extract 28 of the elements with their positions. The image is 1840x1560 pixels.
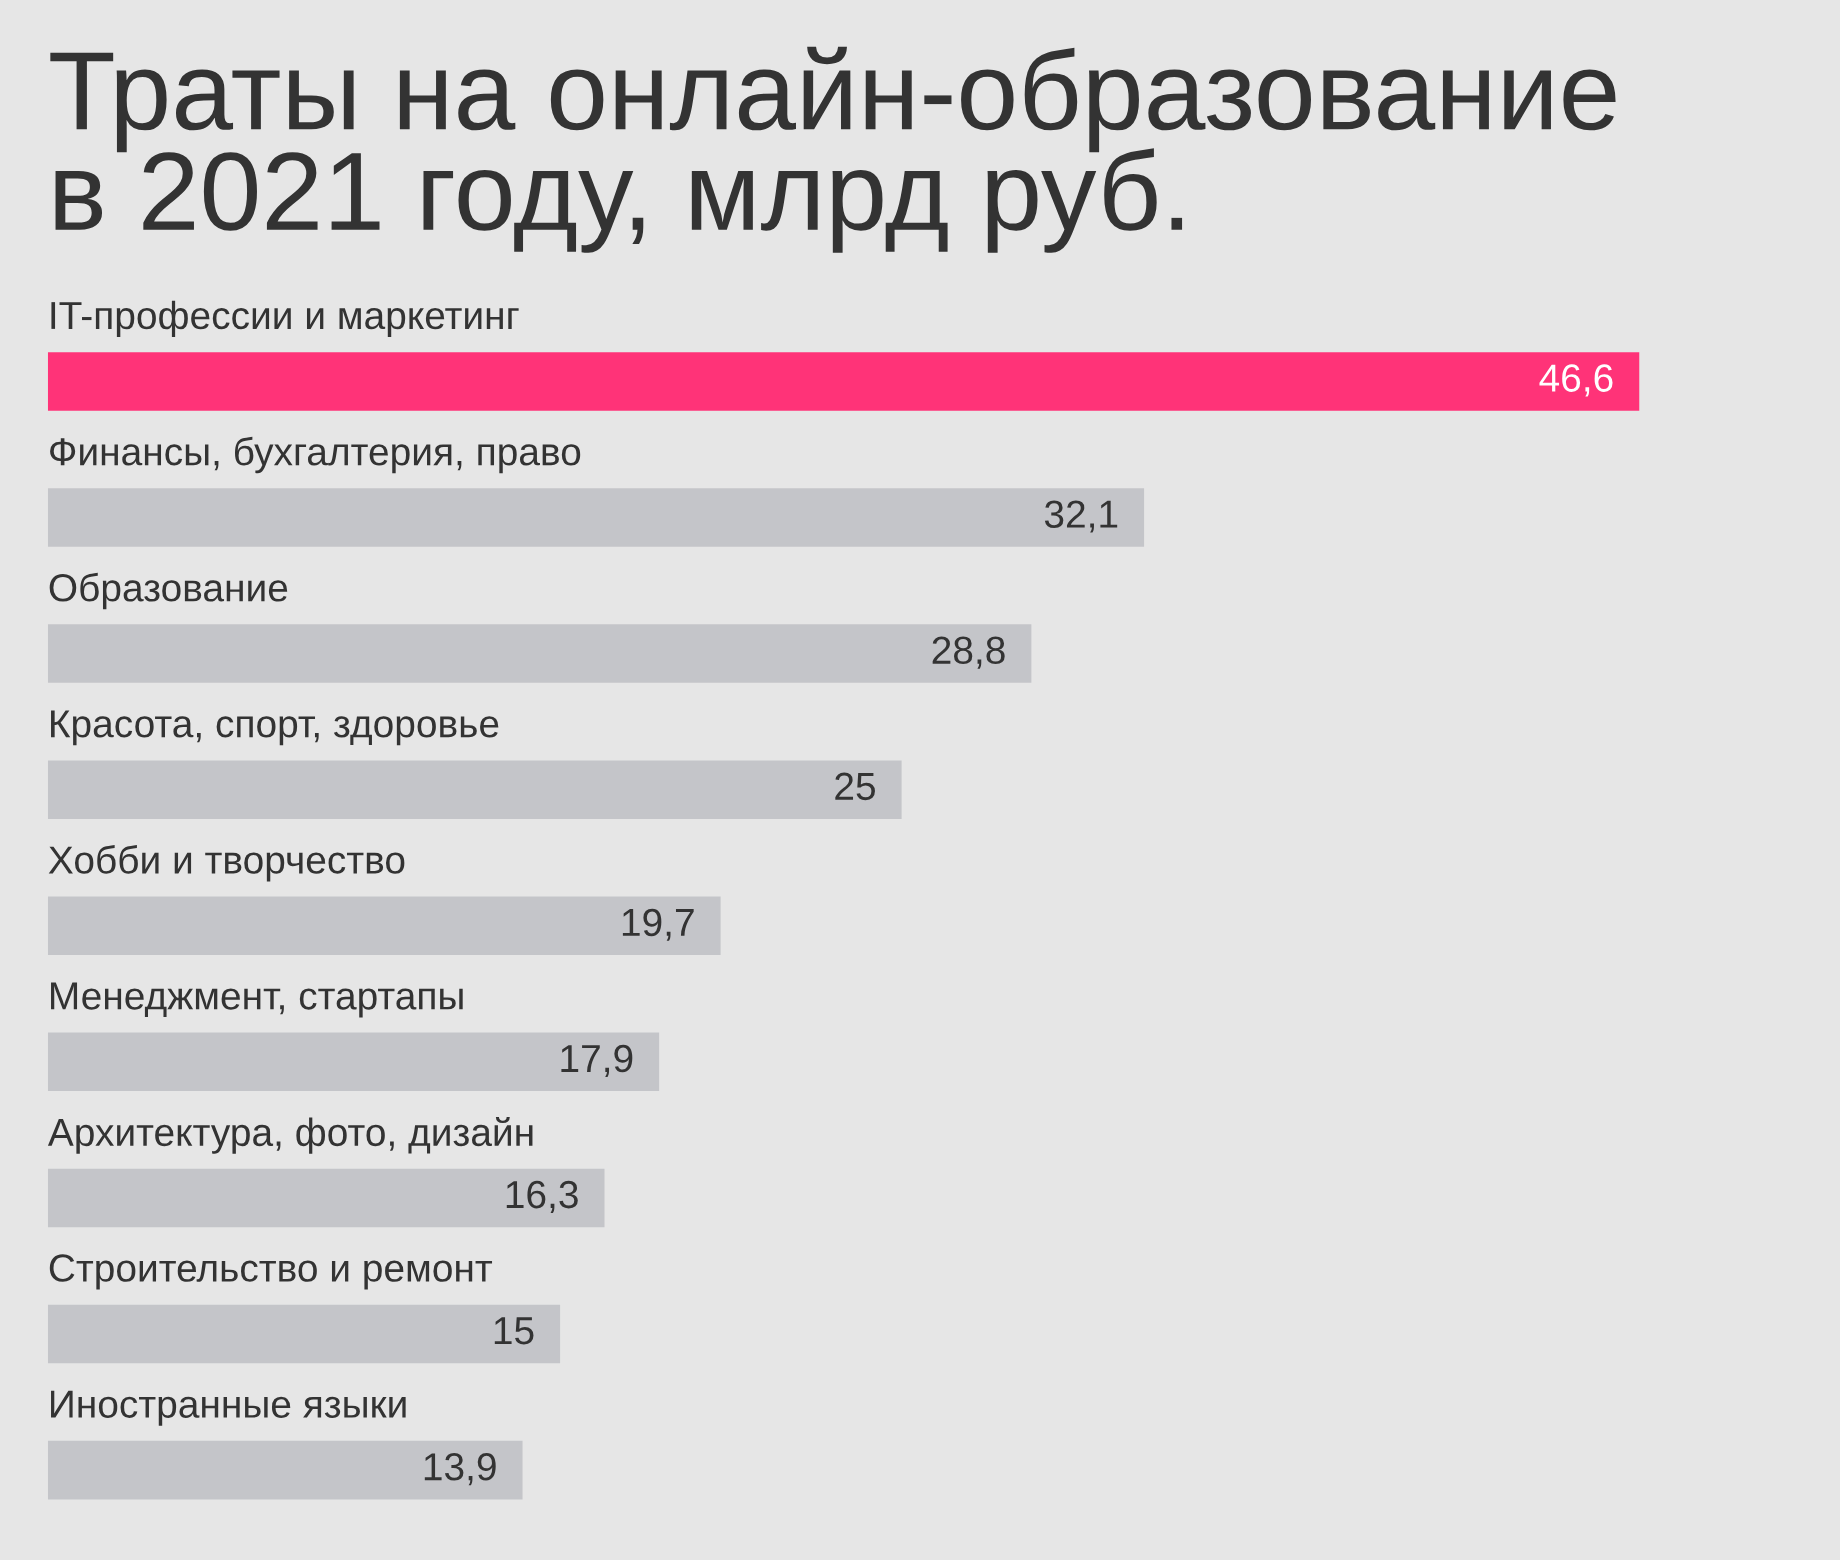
data-label: 32,1 xyxy=(1044,500,1118,533)
bar xyxy=(47,1032,660,1092)
y-tick-label: Хобби и творчество xyxy=(48,844,405,882)
y-tick-label: IT-профессии и маркетинг xyxy=(51,300,519,337)
bar xyxy=(47,352,1640,411)
data-label: 13,9 xyxy=(424,1453,496,1486)
bar xyxy=(47,488,1145,547)
data-label: 15 xyxy=(494,1317,534,1345)
data-label: 19,7 xyxy=(622,908,694,941)
data-label: 17,9 xyxy=(561,1044,633,1077)
bar xyxy=(47,1440,523,1500)
chart-title: Траты на онлайн-образование в 2021 году, млрд руб. xyxy=(50,46,1616,253)
data-label: 16,3 xyxy=(506,1180,578,1213)
bar xyxy=(47,896,721,956)
y-tick-label: Строительство и ремонт xyxy=(49,1254,493,1290)
data-label: 46,6 xyxy=(1539,364,1613,397)
bar xyxy=(47,760,902,819)
y-tick-label: Образование xyxy=(49,572,288,610)
bar xyxy=(47,624,1032,683)
y-tick-label: Иностранные языки xyxy=(51,1390,406,1426)
data-label: 28,8 xyxy=(932,636,1005,669)
y-tick-label: Менеджмент, стартапы xyxy=(51,982,463,1018)
y-tick-label: Финансы, бухгалтерия, право xyxy=(50,436,581,474)
bar xyxy=(47,1168,605,1228)
data-label: 25 xyxy=(835,772,875,801)
y-tick-label: Красота, спорт, здоровье xyxy=(51,710,499,746)
y-tick-label: Архитектура, фото, дизайн xyxy=(47,1116,533,1154)
bar xyxy=(47,1304,561,1364)
